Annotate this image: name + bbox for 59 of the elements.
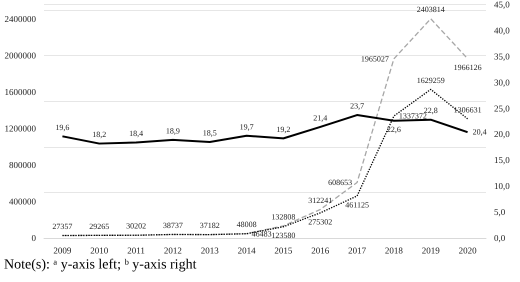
y-tick-label: 800000	[9, 160, 36, 170]
y2-tick-label: 40,0	[494, 25, 510, 36]
x-tick-label: 2011	[127, 246, 145, 256]
data-label: 461125	[345, 200, 369, 210]
data-label: 123580	[271, 231, 296, 240]
y2-tick-label: 0,0	[494, 233, 506, 243]
x-tick-label: 2016	[311, 246, 330, 256]
x-tick-label: 2009	[53, 246, 72, 256]
data-label: 19,6	[55, 122, 70, 132]
data-label: 29265	[89, 222, 110, 231]
data-label: 48008	[236, 220, 257, 230]
y-tick-label: 1600000	[4, 87, 36, 98]
data-label: 1965027	[360, 54, 389, 64]
data-label: 18,2	[92, 130, 106, 140]
y-tick-label: 400000	[9, 196, 36, 207]
data-label: 37182	[200, 221, 220, 230]
y-tick-label: 1200000	[4, 124, 36, 134]
x-tick-label: 2018	[384, 246, 404, 256]
x-tick-label: 2013	[200, 246, 220, 256]
x-tick-label: 2019	[422, 246, 440, 256]
data-label: 23,7	[350, 102, 364, 111]
data-label: 46483	[252, 229, 272, 238]
x-tick-label: 2010	[90, 246, 109, 256]
y2-tick-label: 30,0	[494, 77, 510, 88]
data-label: 21,4	[313, 113, 328, 122]
data-label: 18,9	[166, 126, 180, 136]
data-label: 608653	[328, 178, 352, 187]
y-tick-label: 0	[32, 233, 36, 243]
y2-tick-label: 35,0	[494, 51, 510, 62]
y2-tick-label: 10,0	[494, 181, 510, 192]
y2-tick-label: 20,0	[494, 129, 510, 140]
x-tick-label: 2015	[274, 246, 293, 256]
y2-tick-label: 45,0	[494, 0, 510, 10]
x-tick-label: 2014	[238, 246, 256, 256]
text: Note(s): ᵃ y-axis left; ᵇ y-axis right	[4, 258, 197, 272]
y2-tick-label: 25,0	[494, 103, 510, 114]
data-label: 38737	[162, 220, 183, 230]
y2-tick-label: 15,0	[494, 155, 510, 166]
data-label: 30202	[126, 222, 146, 231]
data-label: 312241	[308, 196, 332, 206]
data-label: 132808	[271, 212, 296, 222]
x-tick-label: 2020	[458, 246, 478, 256]
data-label: 2403814	[416, 5, 445, 14]
data-label: 275302	[308, 217, 332, 226]
x-tick-label: 2017	[348, 246, 367, 256]
y-tick-label: 2000000	[4, 50, 36, 61]
data-label: 1306631	[454, 105, 482, 114]
data-label: 18,5	[202, 128, 217, 138]
y-tick-label: 2400000	[4, 14, 36, 24]
x-tick-label: 2012	[164, 246, 182, 256]
data-label: 19,7	[240, 122, 254, 132]
data-label: 18,4	[129, 129, 144, 138]
data-label: 27357	[52, 222, 72, 232]
data-label: 1629259	[416, 76, 445, 85]
data-label: 19,2	[276, 124, 290, 134]
data-label: 20,4	[472, 128, 487, 137]
data-label: 22,6	[386, 125, 401, 134]
data-label: 1966126	[454, 63, 482, 72]
y2-tick-label: 5,0	[494, 207, 506, 218]
